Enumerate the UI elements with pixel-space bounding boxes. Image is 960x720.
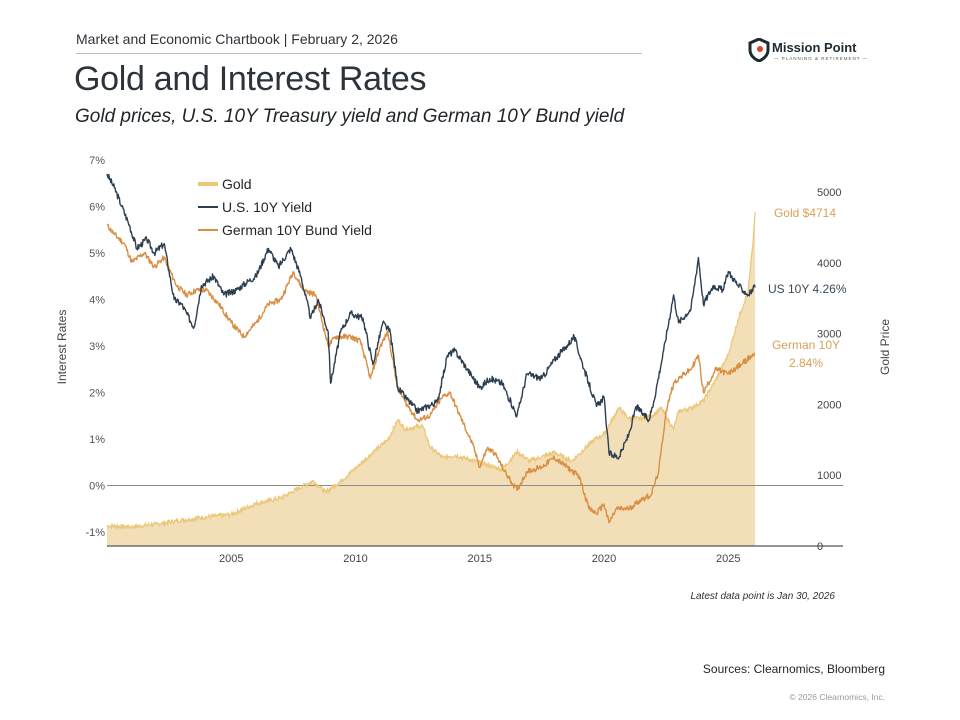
y2-tick-label: 0 xyxy=(817,541,823,553)
x-tick-label: 2020 xyxy=(592,553,616,565)
y2-tick-label: 4000 xyxy=(817,258,841,270)
german-10y-line xyxy=(106,223,756,524)
german-end-value: 2.84% xyxy=(789,356,823,370)
y-tick-label: 1% xyxy=(89,434,105,446)
legend-label: German 10Y Bund Yield xyxy=(222,222,372,238)
x-tick-label: 2025 xyxy=(716,553,740,565)
gold-area xyxy=(107,212,756,546)
us-end-label: US 10Y 4.26% xyxy=(768,282,847,296)
logo-tagline: — PLANNING & RETIREMENT — xyxy=(774,56,869,61)
gold-end-label: Gold $4714 xyxy=(774,206,836,220)
copyright-text: © 2026 Clearnomics, Inc. xyxy=(789,692,885,702)
chartbook-header: Market and Economic Chartbook | February… xyxy=(76,31,398,47)
x-tick-label: 2010 xyxy=(343,553,367,565)
y-tick-label: 2% xyxy=(89,388,105,400)
x-tick-label: 2015 xyxy=(468,553,492,565)
logo-name: Mission Point xyxy=(772,40,857,55)
shield-pin-icon xyxy=(748,38,770,62)
legend-label: Gold xyxy=(222,176,252,192)
y2-tick-label: 2000 xyxy=(817,399,841,411)
y2-tick-label: 1000 xyxy=(817,470,841,482)
y-tick-label: 7% xyxy=(89,155,105,167)
brand-logo: Mission Point — PLANNING & RETIREMENT — xyxy=(748,38,878,68)
y-tick-label: 3% xyxy=(89,341,105,353)
y2-tick-label: 3000 xyxy=(817,329,841,341)
y-axis-title: Interest Rates xyxy=(55,310,69,385)
header-divider xyxy=(76,53,642,54)
us-10y-line xyxy=(106,173,756,460)
y-tick-label: 0% xyxy=(89,481,105,493)
sources-text: Sources: Clearnomics, Bloomberg xyxy=(702,662,885,676)
latest-data-note: Latest data point is Jan 30, 2026 xyxy=(690,591,835,602)
x-tick-label: 2005 xyxy=(219,553,243,565)
y-tick-label: 5% xyxy=(89,248,105,260)
y2-tick-label: 5000 xyxy=(817,187,841,199)
y-tick-label: -1% xyxy=(85,527,105,539)
legend-label: U.S. 10Y Yield xyxy=(222,199,312,215)
german-end-label: German 10Y xyxy=(772,338,840,352)
page-subtitle: Gold prices, U.S. 10Y Treasury yield and… xyxy=(75,106,625,127)
page-title: Gold and Interest Rates xyxy=(74,60,427,98)
y-tick-label: 6% xyxy=(89,202,105,214)
y2-axis-title: Gold Price xyxy=(878,319,892,375)
y-tick-label: 4% xyxy=(89,295,105,307)
